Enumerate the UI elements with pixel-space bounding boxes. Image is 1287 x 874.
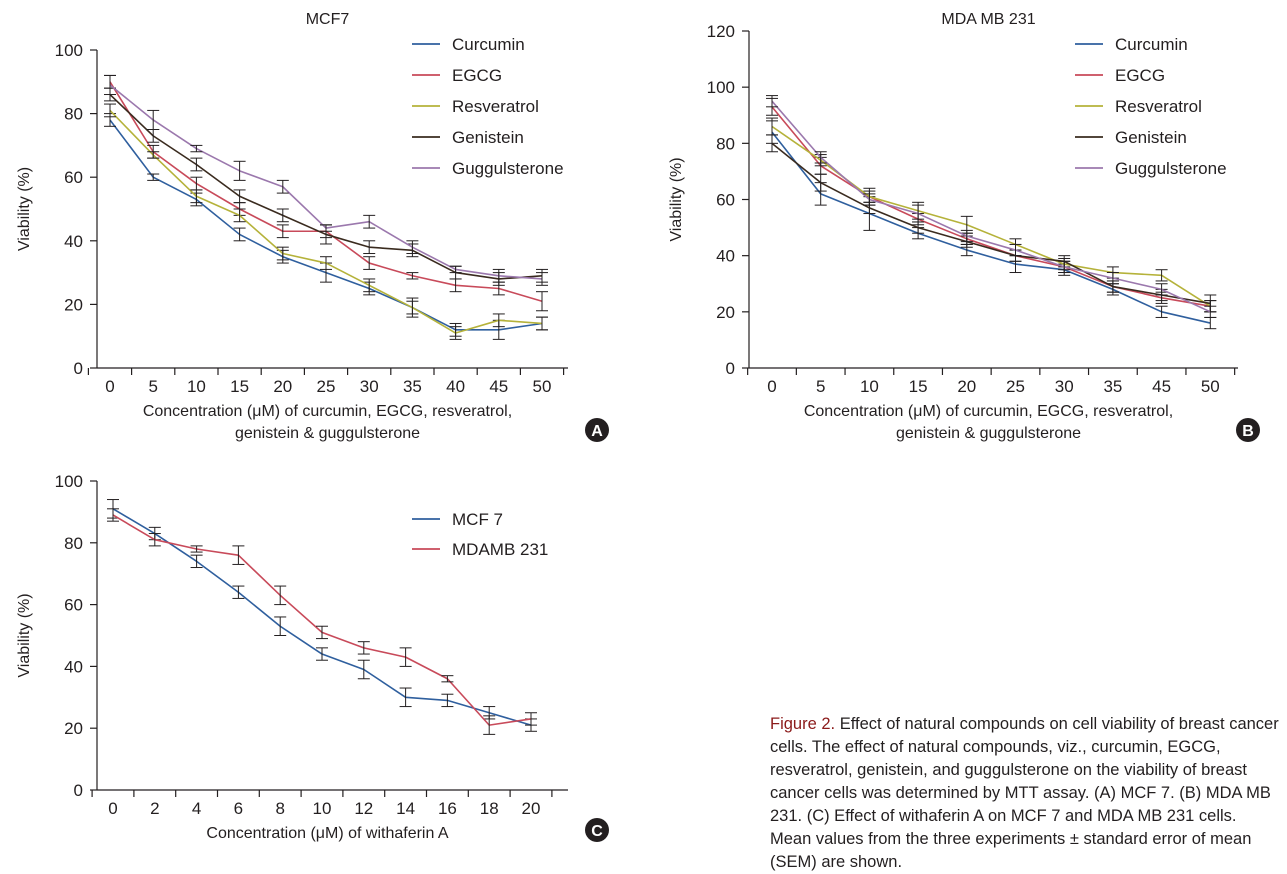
- legend-label: EGCG: [1115, 66, 1165, 85]
- x-tick-label: 4: [192, 799, 201, 818]
- panel-label: B: [1242, 423, 1254, 440]
- y-tick-label: 20: [64, 295, 83, 314]
- y-axis-title: Viability (%): [668, 157, 685, 241]
- legend-label: Curcumin: [1115, 35, 1188, 54]
- x-tick-label: 10: [313, 799, 332, 818]
- x-tick-label: 8: [275, 799, 284, 818]
- panel-badge: [585, 818, 609, 842]
- x-tick-label: 35: [1103, 377, 1122, 396]
- x-axis-title: Concentration (μM) of withaferin A: [206, 825, 449, 842]
- chart-title: MCF7: [306, 11, 350, 28]
- x-tick-label: 25: [317, 377, 336, 396]
- x-tick-label: 45: [489, 377, 508, 396]
- y-tick-label: 100: [55, 472, 83, 491]
- x-tick-label: 30: [1055, 377, 1074, 396]
- y-tick-label: 60: [64, 596, 83, 615]
- x-tick-label: 0: [108, 799, 117, 818]
- x-tick-label: 20: [273, 377, 292, 396]
- x-tick-label: 0: [767, 377, 776, 396]
- series-mcf-7: [107, 499, 537, 732]
- series-guggulsterone: [766, 95, 1217, 318]
- y-tick-label: 100: [707, 78, 735, 97]
- legend-label: EGCG: [452, 66, 502, 85]
- y-tick-label: 120: [707, 22, 735, 41]
- y-tick-label: 20: [716, 303, 735, 322]
- x-tick-label: 30: [360, 377, 379, 396]
- series-resveratrol: [766, 117, 1217, 313]
- y-tick-label: 100: [55, 41, 83, 60]
- y-tick-label: 20: [64, 719, 83, 738]
- y-tick-label: 80: [64, 105, 83, 124]
- legend-label: Resveratrol: [452, 97, 539, 116]
- x-tick-label: 50: [533, 377, 552, 396]
- x-tick-label: 0: [105, 377, 114, 396]
- legend-label: Genistein: [452, 128, 524, 147]
- caption-text: Effect of natural compounds on cell viab…: [770, 715, 1279, 871]
- y-tick-label: 80: [64, 534, 83, 553]
- chart-B: 0 20 40 60 80 100 120 0 5 10 15 20 25 30 35 45 50 Viabili…: [668, 11, 1260, 442]
- panel-badge: [585, 418, 609, 442]
- x-axis-title: Concentration (μM) of curcumin, EGCG, re…: [143, 403, 512, 420]
- y-tick-label: 40: [716, 247, 735, 266]
- y-axis-title: Viability (%): [16, 167, 33, 251]
- chart-A: 0 20 40 60 80 100 0 5 10 15 20 25 30 35 40 45 50 Viabilit…: [16, 11, 609, 442]
- panel-label: A: [591, 423, 603, 440]
- series-line: [109, 93, 543, 280]
- x-tick-label: 25: [1006, 377, 1025, 396]
- series-line: [771, 100, 1211, 313]
- legend-label: MDAMB 231: [452, 540, 548, 559]
- x-tick-label: 12: [354, 799, 373, 818]
- legend-label: Resveratrol: [1115, 97, 1202, 116]
- x-tick-label: 40: [446, 377, 465, 396]
- x-axis-title: genistein & guggulsterone: [235, 425, 420, 442]
- x-tick-label: 15: [230, 377, 249, 396]
- series-resveratrol: [104, 103, 548, 340]
- y-tick-label: 80: [716, 134, 735, 153]
- x-tick-label: 15: [909, 377, 928, 396]
- x-tick-label: 2: [150, 799, 159, 818]
- y-tick-label: 0: [74, 359, 83, 378]
- x-tick-label: 20: [957, 377, 976, 396]
- x-tick-label: 5: [148, 377, 157, 396]
- series-curcumin: [766, 120, 1217, 330]
- series-guggulsterone: [104, 74, 548, 286]
- series-line: [771, 142, 1211, 305]
- x-tick-label: 50: [1201, 377, 1220, 396]
- legend-label: Genistein: [1115, 128, 1187, 147]
- y-tick-label: 0: [74, 781, 83, 800]
- legend-label: Curcumin: [452, 35, 525, 54]
- panel-badge: [1236, 418, 1260, 442]
- series-line: [771, 131, 1211, 324]
- series-line: [771, 125, 1211, 307]
- y-tick-label: 0: [726, 359, 735, 378]
- chart-C: 0 20 40 60 80 100 0 2 4 6 8 10 12 14 16 18 20 Viability (…: [16, 472, 609, 842]
- legend-label: Guggulsterone: [452, 159, 564, 178]
- x-tick-label: 45: [1152, 377, 1171, 396]
- x-axis-title: Concentration (μM) of curcumin, EGCG, re…: [804, 403, 1173, 420]
- y-tick-label: 60: [716, 191, 735, 210]
- caption-label: Figure 2.: [770, 715, 836, 733]
- x-tick-label: 14: [396, 799, 415, 818]
- y-tick-label: 40: [64, 657, 83, 676]
- y-tick-label: 60: [64, 168, 83, 187]
- x-tick-label: 18: [480, 799, 499, 818]
- y-tick-label: 40: [64, 232, 83, 251]
- panel-label: C: [591, 823, 603, 840]
- figure-caption: Figure 2. Effect of natural compounds on…: [770, 713, 1280, 874]
- series-mdamb-231: [107, 508, 537, 735]
- x-tick-label: 6: [234, 799, 243, 818]
- x-tick-label: 16: [438, 799, 457, 818]
- chart-title: MDA MB 231: [941, 11, 1035, 28]
- x-tick-label: 10: [860, 377, 879, 396]
- legend-label: Guggulsterone: [1115, 159, 1227, 178]
- x-tick-label: 10: [187, 377, 206, 396]
- x-tick-label: 35: [403, 377, 422, 396]
- x-tick-label: 5: [816, 377, 825, 396]
- x-axis-title: genistein & guggulsterone: [896, 425, 1081, 442]
- y-axis-title: Viability (%): [16, 593, 33, 677]
- legend-label: MCF 7: [452, 510, 503, 529]
- series-line: [771, 106, 1211, 308]
- x-tick-label: 20: [522, 799, 541, 818]
